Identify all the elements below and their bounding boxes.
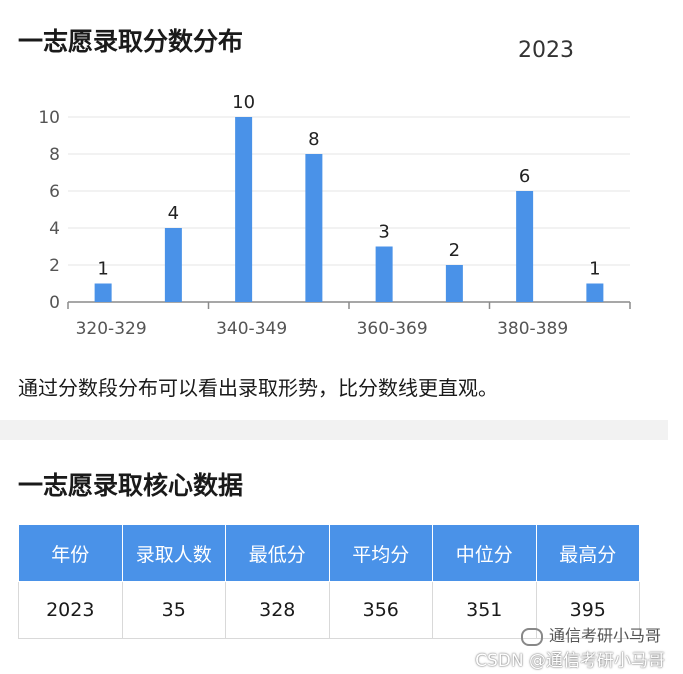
y-tick-label: 4 [49, 219, 60, 239]
core-data-table: 年份 录取人数 最低分 平均分 中位分 最高分 2023 35 328 356 … [18, 524, 640, 639]
bar-data-label: 2 [449, 240, 460, 261]
bar-data-label: 8 [308, 129, 319, 150]
bar [445, 265, 463, 302]
bar [164, 228, 182, 302]
table-row: 2023 35 328 356 351 395 [18, 581, 640, 639]
brand-watermark: 通信考研小马哥 [520, 622, 661, 646]
bar [586, 283, 604, 302]
y-tick-label: 10 [38, 108, 60, 128]
y-tick-label: 2 [49, 256, 60, 276]
cell-max-score: 395 [535, 581, 640, 639]
csdn-watermark: CSDN @通信考研小马哥 [475, 651, 665, 671]
bar [516, 191, 534, 302]
y-tick-label: 0 [49, 293, 60, 313]
header-max-score: 最高分 [535, 524, 640, 582]
x-tick-label: 340-349 [216, 319, 287, 339]
header-admitted-count: 录取人数 [121, 524, 226, 582]
bar-data-label: 3 [378, 222, 389, 243]
x-tick-label: 380-389 [497, 319, 568, 339]
section-divider [0, 420, 668, 440]
bar [235, 117, 253, 302]
core-data-title: 一志愿录取核心数据 [18, 471, 244, 500]
cell-avg-score: 356 [328, 581, 433, 639]
bar-data-label: 4 [168, 203, 179, 224]
y-tick-label: 6 [49, 182, 60, 202]
bar-data-label: 1 [589, 259, 600, 280]
distribution-section: 一志愿录取分数分布 2023 0 2 4 6 8 10 320-329 340-349 360-… [18, 27, 631, 400]
header-median-score: 中位分 [432, 524, 537, 582]
bar-data-label: 6 [519, 166, 530, 187]
header-year: 年份 [18, 524, 123, 582]
header-min-score: 最低分 [225, 524, 330, 582]
bar [94, 283, 112, 302]
bar [375, 246, 393, 302]
cell-median-score: 351 [432, 581, 537, 639]
header-avg-score: 平均分 [328, 524, 433, 582]
bar [305, 154, 323, 302]
bar-data-label: 10 [232, 92, 255, 113]
cell-year: 2023 [18, 581, 123, 639]
bar-data-label: 1 [97, 259, 108, 280]
x-tick-label: 320-329 [76, 319, 147, 339]
bar-chart: 0 2 4 6 8 10 320-329 340-349 360-369 380-389 1 4 10 8… [38, 92, 631, 339]
y-tick-label: 8 [49, 145, 60, 165]
table-header-row: 年份 录取人数 最低分 平均分 中位分 最高分 [18, 524, 640, 582]
cell-min-score: 328 [225, 581, 330, 639]
x-tick-label: 360-369 [357, 319, 428, 339]
brand-watermark-text: 通信考研小马哥 [548, 626, 661, 645]
cell-admitted-count: 35 [121, 581, 226, 639]
chart-caption: 通过分数段分布可以看出录取形势，比分数线更直观。 [18, 376, 498, 400]
wechat-icon [520, 627, 543, 646]
year-label: 2023 [518, 38, 574, 63]
section-title: 一志愿录取分数分布 [18, 27, 244, 56]
